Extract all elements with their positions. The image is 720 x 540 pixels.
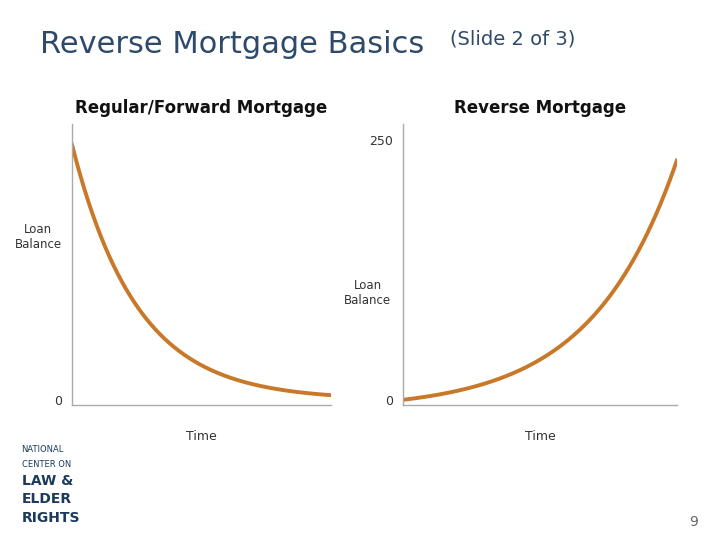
Text: Loan
Balance: Loan Balance (344, 279, 391, 307)
Title: Regular/Forward Mortgage: Regular/Forward Mortgage (76, 99, 328, 117)
Text: Time: Time (186, 430, 217, 443)
Text: Reverse Mortgage Basics: Reverse Mortgage Basics (40, 30, 424, 59)
Text: 9: 9 (690, 515, 698, 529)
Text: Loan
Balance: Loan Balance (14, 222, 62, 251)
Text: ELDER: ELDER (22, 492, 72, 507)
Text: LAW &: LAW & (22, 474, 73, 488)
Title: Reverse Mortgage: Reverse Mortgage (454, 99, 626, 117)
Text: RIGHTS: RIGHTS (22, 511, 80, 525)
Text: CENTER ON: CENTER ON (22, 460, 71, 469)
Text: NATIONAL: NATIONAL (22, 446, 64, 455)
Text: Time: Time (525, 430, 555, 443)
Text: (Slide 2 of 3): (Slide 2 of 3) (450, 30, 575, 49)
